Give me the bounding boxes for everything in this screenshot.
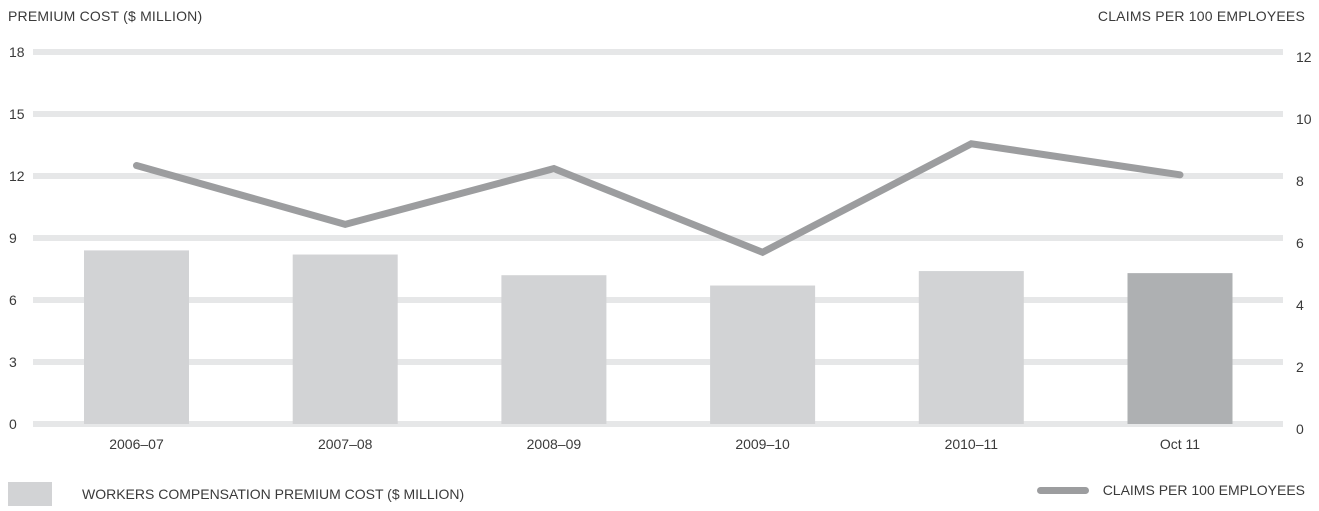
right-tick-label: 4: [1296, 297, 1304, 313]
legend-line-swatch: [1036, 486, 1089, 494]
legend-bar-entry: WORKERS COMPENSATION PREMIUM COST ($ MIL…: [8, 482, 464, 506]
x-tick-label: Oct 11: [1160, 436, 1200, 452]
legend-line-entry: CLAIMS PER 100 EMPLOYEES: [1036, 482, 1305, 498]
left-tick-label: 0: [9, 416, 17, 432]
bar: [501, 275, 607, 424]
bar: [1127, 273, 1233, 424]
legend-bar-label: WORKERS COMPENSATION PREMIUM COST ($ MIL…: [82, 486, 465, 502]
legend-line-label: CLAIMS PER 100 EMPLOYEES: [1102, 482, 1305, 498]
right-tick-label: 10: [1296, 111, 1312, 127]
x-tick-label: 2010–11: [945, 436, 999, 452]
left-axis-title: PREMIUM COST ($ MILLION): [8, 8, 203, 24]
left-tick-label: 15: [9, 106, 25, 122]
bar: [710, 285, 816, 424]
bar: [84, 250, 189, 424]
right-tick-label: 12: [1296, 49, 1312, 65]
right-tick-label: 2: [1296, 359, 1304, 375]
legend-bar-swatch: [8, 482, 52, 506]
right-tick-label: 0: [1296, 421, 1304, 437]
x-tick-label: 2006–07: [109, 436, 164, 452]
left-tick-label: 6: [9, 292, 17, 308]
x-tick-label: 2009–10: [735, 436, 790, 452]
left-tick-label: 3: [9, 354, 17, 370]
left-tick-label: 12: [9, 168, 25, 184]
right-tick-label: 6: [1296, 235, 1304, 251]
x-tick-label: 2007–08: [318, 436, 373, 452]
bar: [918, 271, 1024, 424]
left-tick-label: 9: [9, 230, 17, 246]
x-tick-label: 2008–09: [527, 436, 582, 452]
bar: [292, 254, 398, 424]
right-tick-label: 8: [1296, 173, 1304, 189]
left-tick-label: 18: [9, 44, 25, 60]
claims-line: [133, 140, 1184, 257]
right-axis-title: CLAIMS PER 100 EMPLOYEES: [1097, 8, 1305, 24]
